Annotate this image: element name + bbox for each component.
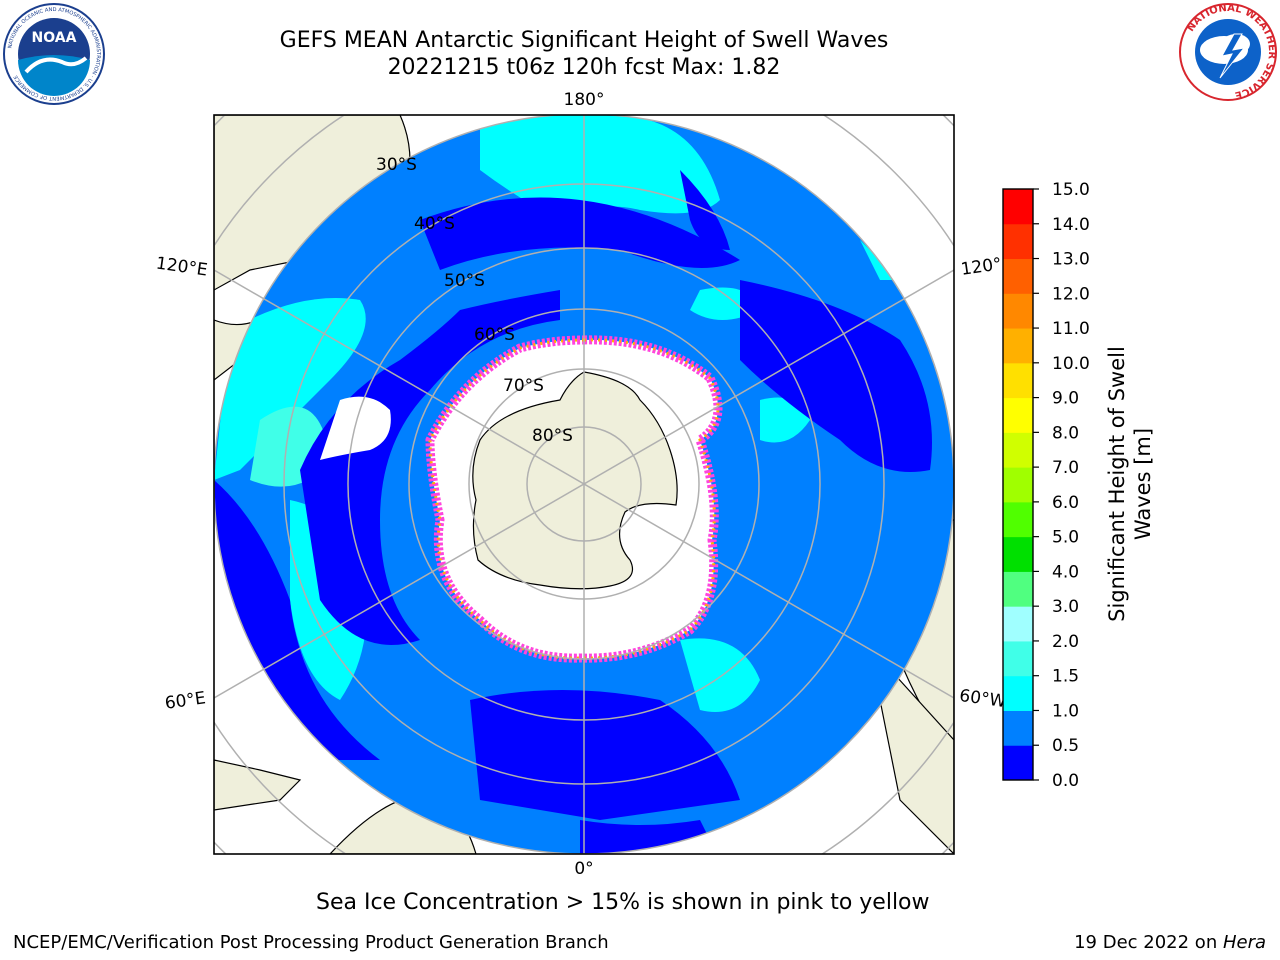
colorbar-label-line1: Significant Height of Swell xyxy=(1105,346,1129,622)
colorbar-frame xyxy=(1002,188,1034,781)
lon-label-180: 180° xyxy=(564,90,605,110)
colorbar-segment xyxy=(1003,397,1033,433)
colorbar-tick-label: 8.0 xyxy=(1052,423,1079,443)
colorbar-tick-label: 14.0 xyxy=(1052,215,1090,235)
lon-label-120w: 120° xyxy=(960,254,1003,280)
colorbar-segment xyxy=(1003,432,1033,468)
colorbar-tick-label: 3.0 xyxy=(1052,597,1079,617)
lat-label-40s: 40°S xyxy=(414,214,455,234)
colorbar-segment xyxy=(1003,189,1033,225)
colorbar-segment xyxy=(1003,571,1033,607)
footer-date-text: 19 Dec 2022 on xyxy=(1074,932,1223,953)
colorbar-segment xyxy=(1003,501,1033,538)
colorbar-tick-label: 9.0 xyxy=(1052,389,1079,409)
graticule xyxy=(214,115,954,854)
colorbar-segment xyxy=(1003,362,1033,399)
sea-ice-caption: Sea Ice Concentration > 15% is shown in … xyxy=(316,890,930,915)
colorbar-tick-label: 12.0 xyxy=(1052,284,1090,304)
chart-subtitle: 20221215 t06z 120h fcst Max: 1.82 xyxy=(387,55,781,80)
colorbar-tick-label: 0.5 xyxy=(1052,736,1079,756)
lat-label-60s: 60°S xyxy=(474,325,515,345)
antarctica-land xyxy=(472,371,678,590)
colorbar-segment xyxy=(1003,293,1033,329)
lon-label-60e: 60°E xyxy=(164,688,207,713)
colorbar-tick-label: 5.0 xyxy=(1052,528,1079,548)
noaa-logo-text: NOAA xyxy=(32,30,77,46)
colorbar-segment xyxy=(1003,606,1033,642)
colorbar-tick-label: 10.0 xyxy=(1052,354,1090,374)
chart-title: GEFS MEAN Antarctic Significant Height o… xyxy=(279,28,889,53)
colorbar-segment xyxy=(1003,640,1033,677)
colorbar-segment xyxy=(1003,536,1033,572)
colorbar-segment xyxy=(1003,710,1033,746)
colorbar-segment xyxy=(1003,328,1033,364)
footer-date: 19 Dec 2022 on Hera xyxy=(1074,932,1266,953)
footer-credit: NCEP/EMC/Verification Post Processing Pr… xyxy=(13,932,609,953)
colorbar-tick-label: 4.0 xyxy=(1052,562,1079,582)
colorbar-label-line2: Waves [m] xyxy=(1131,428,1155,540)
colorbar-segment xyxy=(1003,675,1033,711)
lon-label-60w: 60°W xyxy=(958,686,1007,712)
colorbar-tick-label: 13.0 xyxy=(1052,250,1090,270)
colorbar-tick-label: 2.0 xyxy=(1052,632,1079,652)
lat-label-50s: 50°S xyxy=(444,271,485,291)
lon-label-120e: 120°E xyxy=(155,254,209,281)
colorbar-tick-label: 1.5 xyxy=(1052,667,1079,687)
lon-label-0: 0° xyxy=(574,859,593,879)
colorbar-segment xyxy=(1003,745,1033,781)
map-frame xyxy=(213,114,955,855)
lat-label-30s: 30°S xyxy=(376,155,417,175)
lat-label-70s: 70°S xyxy=(503,376,544,396)
colorbar-segment xyxy=(1003,258,1033,294)
lat-label-80s: 80°S xyxy=(532,426,573,446)
nws-logo-icon: NATIONAL WEATHER SERVICE xyxy=(1179,3,1277,101)
colorbar-tick-label: 7.0 xyxy=(1052,458,1079,478)
colorbar: 0.0 0.5 1.0 1.5 2.0 3.0 4.0 5.0 6.0 7.0 8.0 9.0 10.0… xyxy=(1003,180,1090,791)
footer-host: Hera xyxy=(1222,932,1266,953)
colorbar-segment xyxy=(1003,223,1033,260)
colorbar-tick-label: 6.0 xyxy=(1052,493,1079,513)
colorbar-tick-label: 15.0 xyxy=(1052,180,1090,200)
colorbar-tick-label: 11.0 xyxy=(1052,319,1090,339)
colorbar-tick-label: 0.0 xyxy=(1052,771,1079,791)
colorbar-tick-label: 1.0 xyxy=(1052,701,1079,721)
colorbar-segment xyxy=(1003,467,1033,503)
noaa-logo-icon: NOAA NATIONAL OCEANIC AND ATMOSPHERIC AD… xyxy=(3,3,105,105)
